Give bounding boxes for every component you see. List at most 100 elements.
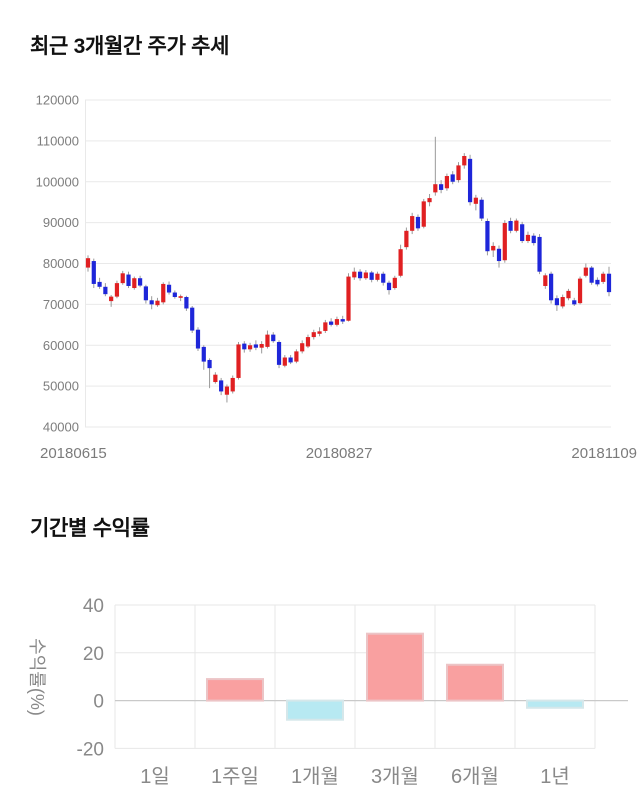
- candle-up: [178, 296, 183, 298]
- candle-up: [323, 322, 328, 331]
- candle-down: [340, 319, 345, 322]
- candle-up: [224, 386, 230, 395]
- candle-up: [265, 334, 270, 347]
- candle-up: [213, 374, 218, 383]
- candle-up: [346, 276, 351, 321]
- candle-down: [537, 236, 542, 272]
- candle-down: [496, 248, 502, 262]
- candle-up: [404, 230, 409, 248]
- candle-up: [421, 201, 426, 227]
- candle-up: [525, 234, 531, 242]
- candle-down: [450, 174, 455, 182]
- candle-down: [369, 272, 374, 280]
- candle-up: [577, 278, 583, 304]
- returns-y-tick-label: 0: [93, 692, 104, 713]
- candle-up: [560, 297, 565, 307]
- price-y-tick-label: 110000: [37, 133, 79, 148]
- candle-up: [317, 331, 322, 334]
- candle-up: [294, 351, 299, 362]
- candle-down: [166, 284, 172, 293]
- returns-category-label: 3개월: [371, 765, 419, 788]
- returns-y-tick-label: 20: [83, 644, 104, 665]
- candle-down: [520, 224, 525, 242]
- return-bar-positive: [446, 663, 504, 702]
- returns-category-label: 1개월: [291, 765, 339, 788]
- candle-up: [114, 283, 120, 297]
- candle-up: [282, 357, 287, 366]
- candle-down: [207, 359, 212, 369]
- candle-up: [161, 283, 166, 303]
- candle-up: [433, 184, 438, 193]
- candle-down: [415, 216, 421, 229]
- price-y-tick-label: 50000: [43, 379, 79, 394]
- price-candlestick-chart: 120000 110000 100000 90000 80000 70000 60000 50…: [36, 93, 612, 435]
- price-y-tick-label: 90000: [43, 215, 79, 230]
- candle-up: [155, 300, 160, 306]
- candle-up: [305, 337, 311, 347]
- returns-y-tick-label: -20: [77, 739, 104, 760]
- candle-up: [230, 377, 235, 392]
- candle-down: [386, 282, 392, 291]
- return-bar-negative: [526, 699, 584, 709]
- candle-up: [473, 197, 478, 204]
- returns-chart-title: 기간별 수익률: [30, 517, 150, 540]
- candle-down: [357, 271, 363, 279]
- candle-up: [363, 272, 368, 279]
- returns-category-label: 1주일: [211, 765, 259, 788]
- returns-category-label: 1일: [140, 765, 170, 788]
- candle-down: [572, 300, 577, 305]
- returns-bar-chart: 40 20 0 -20 1일 1주일 1개월 3개월 6개월 1년: [77, 596, 628, 788]
- candle-down: [288, 357, 293, 363]
- candle-up: [462, 155, 467, 166]
- candle-down: [467, 158, 473, 203]
- candle-down: [606, 273, 612, 293]
- candle-up: [120, 273, 125, 284]
- candle-up: [410, 216, 415, 231]
- price-y-tick-label: 120000: [36, 93, 79, 108]
- candle-down: [195, 329, 201, 349]
- candle-down: [276, 341, 282, 365]
- candle-down: [439, 184, 444, 190]
- price-y-tick-label: 100000: [36, 174, 79, 189]
- candle-up: [398, 249, 403, 276]
- return-bar-positive: [206, 678, 264, 702]
- price-y-tick-label: 70000: [43, 297, 79, 312]
- return-bar-negative: [286, 699, 344, 721]
- candle-up: [352, 271, 357, 278]
- candle-up: [444, 176, 450, 189]
- x-axis-label-start: 20180615: [40, 445, 107, 462]
- candle-up: [427, 198, 432, 203]
- candle-up: [601, 273, 606, 282]
- candle-up: [456, 165, 461, 181]
- candle-up: [300, 343, 305, 352]
- candle-up: [109, 296, 114, 302]
- candle-down: [253, 344, 258, 348]
- candle-down: [485, 220, 490, 252]
- candle-up: [514, 220, 519, 231]
- candle-down: [172, 292, 177, 298]
- price-y-tick-label: 60000: [43, 338, 79, 353]
- candle-down: [138, 278, 143, 286]
- candle-down: [143, 286, 148, 301]
- candle-down: [381, 273, 386, 283]
- candle-down: [595, 279, 600, 285]
- candle-up: [566, 290, 571, 299]
- candle-up: [491, 245, 496, 251]
- candle-down: [549, 273, 554, 301]
- candle-up: [247, 345, 253, 350]
- x-axis-label-end: 20181109: [571, 445, 637, 462]
- return-bar-positive: [366, 632, 424, 702]
- returns-y-tick-label: 40: [83, 596, 104, 617]
- candle-down: [242, 343, 247, 350]
- returns-category-label: 6개월: [451, 765, 499, 788]
- candle-up: [334, 319, 340, 325]
- candle-up: [502, 223, 507, 261]
- candle-down: [508, 220, 513, 231]
- candle-down: [97, 281, 102, 287]
- candle-down: [126, 274, 131, 286]
- candle-up: [375, 273, 380, 280]
- candle-down: [589, 267, 594, 283]
- candle-up: [259, 344, 264, 348]
- candle-down: [479, 199, 484, 219]
